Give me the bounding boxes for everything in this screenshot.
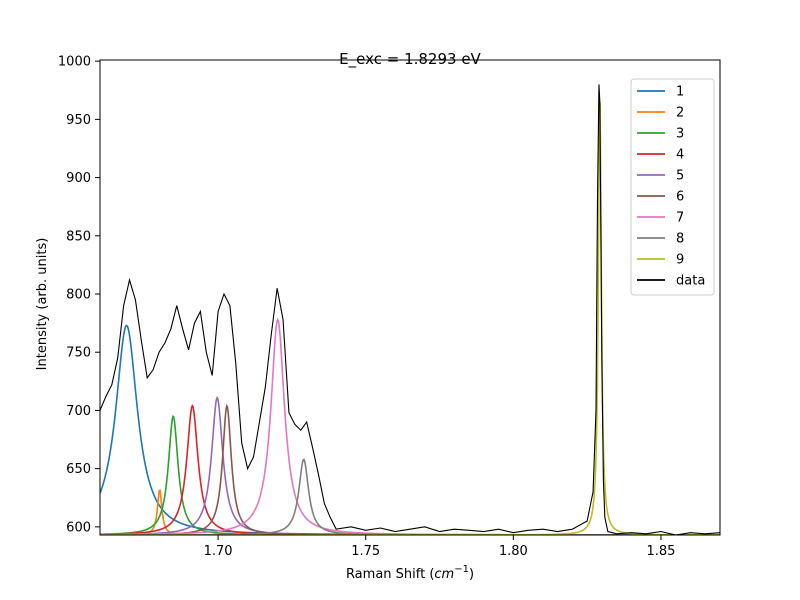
y-tick-label: 1000 [58,55,91,70]
legend-label-9: 9 [676,253,684,268]
series-line-8 [100,458,720,535]
y-axis-label: Intensity (arb. units) [35,238,50,371]
series-line-3 [100,414,720,535]
legend-label-data: data [676,274,705,289]
y-tick-label: 700 [66,404,91,419]
legend-label-7: 7 [676,211,684,226]
legend-label-3: 3 [676,127,684,142]
legend-label-2: 2 [676,106,684,121]
series-line-6 [100,404,720,535]
x-axis: 1.70 1.75 1.80 1.85 [204,535,675,559]
y-tick-label: 750 [66,346,91,361]
x-tick-label: 1.85 [646,544,675,559]
x-tick-label: 1.70 [204,544,233,559]
series-line-data [100,84,720,535]
series-line-1 [100,324,720,535]
y-tick-label: 900 [66,171,91,186]
series-line-5 [100,395,720,535]
y-tick-label: 950 [66,113,91,128]
x-tick-label: 1.75 [351,544,380,559]
legend: 1 2 3 4 5 6 7 8 9 data [630,78,715,296]
series-group [100,84,720,535]
y-axis: 600 650 700 750 800 850 900 950 1000 [58,55,100,535]
plot-area [99,59,721,536]
legend-label-8: 8 [676,232,684,247]
series-line-2 [100,488,720,535]
series-line-7 [100,317,720,535]
x-axis-label: Raman Shift (cm−1) [346,564,474,582]
y-tick-label: 650 [66,462,91,477]
series-line-4 [100,404,720,535]
y-tick-label: 600 [66,520,91,535]
x-tick-label: 1.80 [499,544,528,559]
y-tick-label: 850 [66,229,91,244]
legend-label-1: 1 [676,85,684,100]
legend-label-5: 5 [676,169,684,184]
legend-label-6: 6 [676,190,684,205]
legend-label-4: 4 [676,148,684,163]
y-tick-label: 800 [66,288,91,303]
plot-frame [99,59,721,536]
series-line-9 [100,102,720,535]
